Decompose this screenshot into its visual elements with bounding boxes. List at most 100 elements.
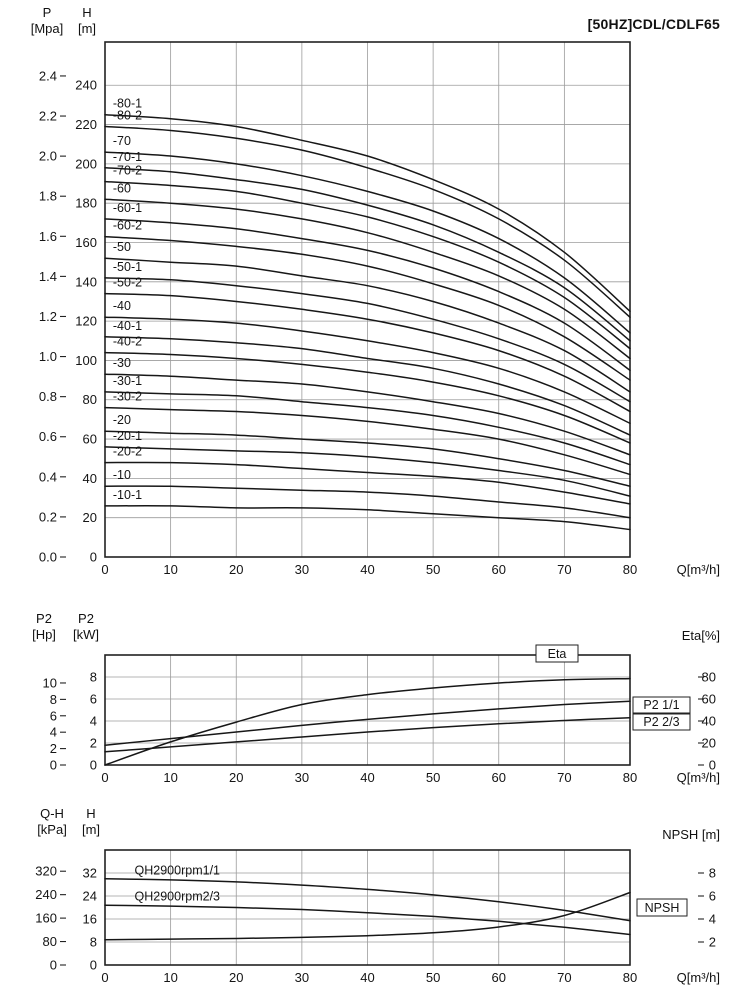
stage-curve-label: -60 (113, 181, 131, 195)
x-tick-label: 50 (426, 770, 440, 785)
y-outer-tick-label: 2.4 (39, 68, 57, 83)
series-label: QH2900rpm1/1 (135, 863, 221, 877)
stage-curve-label: -60-1 (113, 201, 142, 215)
y-outer-tick-label: 1.6 (39, 229, 57, 244)
y-outer-tick-label: 160 (35, 911, 57, 926)
curve--70-1 (104, 167, 631, 342)
right-tick-label: 4 (709, 912, 716, 927)
series-label-box (632, 696, 691, 714)
x-tick-label: 70 (557, 562, 571, 577)
y-tick-label: 0 (90, 550, 97, 565)
y-outer-tick-label: 0.6 (39, 429, 57, 444)
x-tick-label: 10 (163, 562, 177, 577)
curve--20-1 (104, 446, 631, 497)
x-tick-label: 60 (492, 970, 506, 985)
x-tick-label: 70 (557, 770, 571, 785)
stage-curve-label: -30-2 (113, 390, 142, 404)
plot-border (104, 849, 631, 966)
y-outer-tick-label: 80 (43, 934, 57, 949)
curve--20-2 (104, 461, 631, 505)
x-tick-label: 40 (360, 770, 374, 785)
y-outer-tick-label: 0.4 (39, 469, 57, 484)
axis-title-line: P2 (78, 611, 94, 626)
y-tick-label: 32 (83, 866, 97, 881)
y-tick-label: 4 (90, 714, 97, 729)
x-tick-label: 20 (229, 562, 243, 577)
stage-curve-label: -70-1 (113, 150, 142, 164)
y-outer-tick-label: 240 (35, 887, 57, 902)
x-tick-label: 30 (295, 562, 309, 577)
curve--40 (104, 316, 631, 425)
x-tick-label: 80 (623, 970, 637, 985)
y-tick-label: 40 (83, 471, 97, 486)
series-label-box (636, 898, 688, 917)
curve--30 (104, 373, 631, 456)
stage-curve-label: -50-1 (113, 260, 142, 274)
series-label-box (632, 713, 691, 731)
npsh-axis-title: NPSH [m] (662, 827, 720, 842)
y-outer-tick-label: 0 (50, 958, 57, 973)
y-tick-label: 6 (90, 692, 97, 707)
series-label: P2 1/1 (643, 698, 679, 712)
series-label: NPSH (645, 901, 680, 915)
x-tick-label: 40 (360, 562, 374, 577)
series-label: Eta (548, 647, 567, 661)
y-outer-tick-label: 320 (35, 864, 57, 879)
stage-curve-label: -50 (113, 240, 131, 254)
curve-P21/1 (104, 700, 631, 746)
series-label: P2 2/3 (643, 715, 679, 729)
stage-curve-label: -10 (113, 468, 131, 482)
y-tick-label: 8 (90, 935, 97, 950)
stage-curve-label: -20-2 (113, 445, 142, 459)
x-tick-label: 50 (426, 562, 440, 577)
y-tick-label: 80 (83, 392, 97, 407)
chart-qh-multistage: 0 10 20 30 40 50 60 70 80 0 20 40 60 80 100 120 140 160 18… (39, 41, 637, 577)
x-tick-label: 50 (426, 970, 440, 985)
axis-title-line: [Mpa] (30, 20, 64, 36)
y-outer-tick-label: 2.0 (39, 149, 57, 164)
stage-curve-label: -40-2 (113, 335, 142, 349)
stage-curve-label: -60-2 (113, 219, 142, 233)
curve--40-2 (104, 351, 631, 444)
y-tick-label: 0 (90, 958, 97, 973)
right-tick-label: 80 (702, 670, 716, 685)
curve-NPSH (104, 891, 631, 941)
x-tick-label: 80 (623, 770, 637, 785)
stage-curve-label: -80-1 (113, 97, 142, 111)
y-tick-label: 2 (90, 736, 97, 751)
curve--60-1 (104, 218, 631, 372)
axis-title-line: [kW] (73, 626, 99, 642)
axis-title-line: P2 (36, 611, 52, 626)
stage-curve-label: -80-2 (113, 109, 142, 123)
axis-title-line: Q-H (40, 806, 64, 821)
x-tick-label: 30 (295, 770, 309, 785)
y-tick-label: 8 (90, 670, 97, 685)
axis-title-line: [Hp] (32, 626, 56, 642)
curve--80-2 (104, 125, 631, 318)
main-pressure-axis-title: P [Mpa] (22, 5, 72, 36)
x-tick-label: 30 (295, 970, 309, 985)
x-tick-label: 20 (229, 770, 243, 785)
x-tick-label: 0 (101, 770, 108, 785)
stage-curve-label: -30 (113, 356, 131, 370)
y-tick-label: 140 (75, 274, 97, 289)
y-tick-label: 16 (83, 912, 97, 927)
plot-border (104, 654, 631, 766)
right-tick-label: 40 (702, 714, 716, 729)
y-outer-tick-label: 10 (43, 675, 57, 690)
chart-power-efficiency: 0 10 20 30 40 50 60 70 80024680246810020406080Et… (43, 644, 716, 785)
stage-curve-label: -10-1 (113, 488, 142, 502)
y-tick-label: 160 (75, 235, 97, 250)
y-outer-tick-label: 2 (50, 741, 57, 756)
y-outer-tick-label: 1.4 (39, 269, 57, 284)
x-tick-label: 60 (492, 562, 506, 577)
right-tick-label: 8 (709, 866, 716, 881)
y-tick-label: 100 (75, 353, 97, 368)
axis-title-line: [m] (81, 821, 101, 837)
y-outer-tick-label: 4 (50, 725, 57, 740)
right-tick-label: 60 (702, 692, 716, 707)
curve--70-2 (104, 180, 631, 350)
y-outer-tick-label: 1.0 (39, 349, 57, 364)
